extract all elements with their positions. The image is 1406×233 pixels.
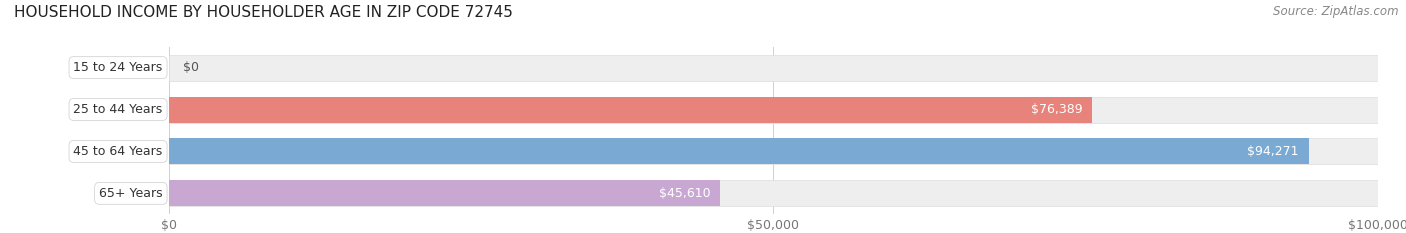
Text: 25 to 44 Years: 25 to 44 Years	[73, 103, 163, 116]
Text: HOUSEHOLD INCOME BY HOUSEHOLDER AGE IN ZIP CODE 72745: HOUSEHOLD INCOME BY HOUSEHOLDER AGE IN Z…	[14, 5, 513, 20]
Bar	[169, 55, 1378, 81]
Text: 65+ Years: 65+ Years	[98, 187, 163, 200]
Text: $45,610: $45,610	[659, 187, 710, 200]
Text: 45 to 64 Years: 45 to 64 Years	[73, 145, 163, 158]
Bar	[169, 138, 1378, 164]
Bar	[169, 138, 1309, 164]
Text: Source: ZipAtlas.com: Source: ZipAtlas.com	[1274, 5, 1399, 18]
Text: 15 to 24 Years: 15 to 24 Years	[73, 61, 163, 74]
Text: $94,271: $94,271	[1247, 145, 1299, 158]
Text: $76,389: $76,389	[1031, 103, 1083, 116]
Text: $0: $0	[183, 61, 200, 74]
Bar	[169, 180, 720, 206]
Bar	[169, 96, 1378, 123]
Bar	[169, 96, 1092, 123]
Bar	[169, 180, 1378, 206]
